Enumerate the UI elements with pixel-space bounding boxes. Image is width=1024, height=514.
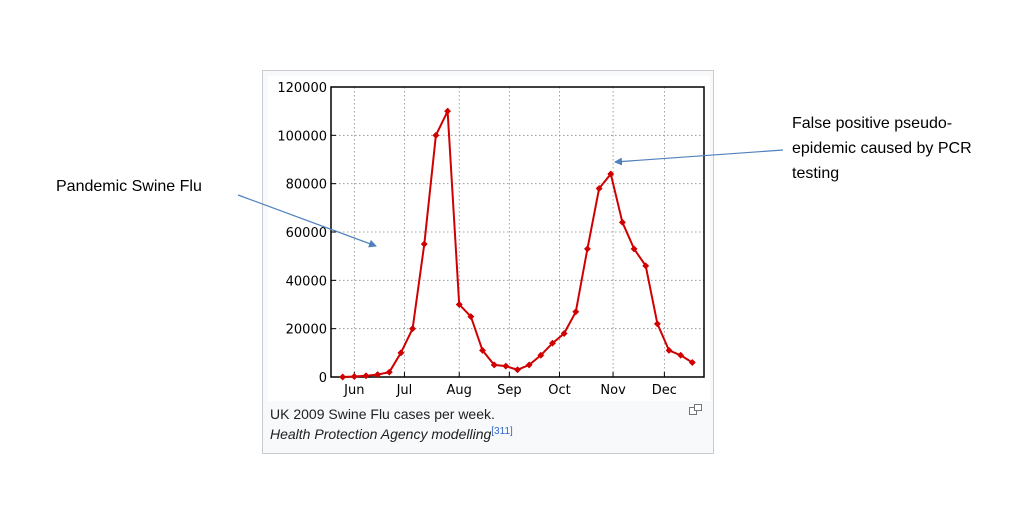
data-point (339, 373, 347, 381)
x-tick-label: Nov (600, 383, 626, 398)
data-point (653, 320, 661, 328)
citation-link[interactable]: [311] (491, 426, 513, 437)
y-axis-ticks: 0 20000 40000 60000 80000 100000 120000 (277, 81, 336, 386)
data-point (444, 107, 452, 115)
data-point (665, 346, 673, 354)
annotation-line: testing (792, 165, 840, 182)
data-point (572, 308, 580, 316)
caption-line-1: UK 2009 Swine Flu cases per week. (270, 406, 495, 422)
x-tick-label: Oct (548, 383, 570, 398)
annotation-line: False positive pseudo- (792, 115, 953, 132)
data-point (607, 170, 615, 178)
data-point (502, 362, 510, 370)
series-line (342, 107, 693, 378)
y-tick-label: 120000 (277, 81, 327, 96)
arrow-false-positive (614, 149, 784, 166)
x-tick-label: Dec (652, 383, 677, 398)
chart-caption: UK 2009 Swine Flu cases per week. Health… (270, 404, 700, 444)
data-point (374, 371, 382, 379)
data-markers (339, 107, 696, 381)
caption-line-2: Health Protection Agency modelling (270, 426, 492, 442)
annotation-line: epidemic caused by PCR (792, 140, 972, 157)
data-point (677, 351, 685, 359)
grid-lines (331, 87, 704, 377)
data-point (560, 329, 568, 338)
data-point (642, 262, 650, 270)
data-point (432, 131, 440, 139)
data-point (385, 368, 393, 376)
x-tick-label: Sep (497, 383, 522, 398)
x-tick-label: Jun (343, 383, 364, 398)
data-point (467, 313, 475, 321)
caption-source: Health Protection Agency modelling[311] (270, 424, 700, 444)
data-point (350, 372, 358, 381)
y-tick-label: 20000 (286, 323, 327, 338)
data-point (397, 349, 405, 357)
data-point (583, 245, 591, 253)
x-tick-label: Jul (396, 383, 413, 398)
data-point (630, 245, 638, 253)
data-point (362, 372, 370, 380)
annotation-pandemic: Pandemic Swine Flu (56, 178, 202, 195)
data-point (525, 361, 533, 369)
data-point (688, 358, 696, 367)
annotation-arrows (237, 149, 784, 248)
y-tick-label: 80000 (286, 178, 327, 193)
data-point (455, 300, 463, 309)
y-tick-label: 40000 (286, 274, 327, 289)
x-tick-label: Aug (447, 383, 472, 398)
data-point (420, 240, 428, 248)
y-tick-label: 100000 (277, 129, 327, 144)
plot-frame (330, 86, 705, 378)
data-point (478, 346, 487, 354)
data-point (537, 351, 545, 359)
x-axis-ticks: Jun Jul Aug Sep Oct Nov Dec (343, 372, 677, 398)
data-point (618, 218, 626, 226)
data-point (595, 184, 603, 193)
chart-thumbnail (262, 70, 714, 454)
data-point (409, 325, 417, 333)
y-tick-label: 60000 (286, 226, 327, 241)
arrow-pandemic (237, 194, 377, 248)
data-point (490, 361, 498, 369)
data-point (513, 366, 522, 374)
y-tick-label: 0 (319, 371, 327, 386)
plot-background (268, 76, 710, 401)
data-point (548, 339, 557, 347)
annotation-false-positive: False positive pseudo- epidemic caused b… (792, 111, 1022, 186)
magnify-icon[interactable] (689, 404, 702, 415)
